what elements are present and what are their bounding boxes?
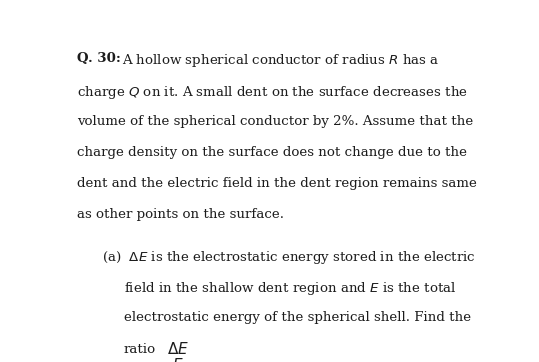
Text: charge $Q$ on it. A small dent on the surface decreases the: charge $Q$ on it. A small dent on the su…: [77, 84, 467, 101]
Text: dent and the electric field in the dent region remains same: dent and the electric field in the dent …: [77, 177, 476, 190]
Text: ratio: ratio: [124, 343, 156, 356]
Text: volume of the spherical conductor by 2%. Assume that the: volume of the spherical conductor by 2%.…: [77, 115, 473, 128]
Text: A hollow spherical conductor of radius $R$ has a: A hollow spherical conductor of radius $…: [122, 52, 439, 70]
Text: charge density on the surface does not change due to the: charge density on the surface does not c…: [77, 146, 467, 159]
Text: $E$: $E$: [172, 357, 184, 362]
Text: as other points on the surface.: as other points on the surface.: [77, 209, 284, 222]
Text: $\Delta E$: $\Delta E$: [167, 341, 189, 357]
Text: Q. 30:: Q. 30:: [77, 52, 120, 66]
Text: field in the shallow dent region and $E$ is the total: field in the shallow dent region and $E$…: [124, 280, 456, 297]
Text: (a)  $\Delta E$ is the electrostatic energy stored in the electric: (a) $\Delta E$ is the electrostatic ener…: [102, 249, 475, 266]
Text: electrostatic energy of the spherical shell. Find the: electrostatic energy of the spherical sh…: [124, 311, 471, 324]
